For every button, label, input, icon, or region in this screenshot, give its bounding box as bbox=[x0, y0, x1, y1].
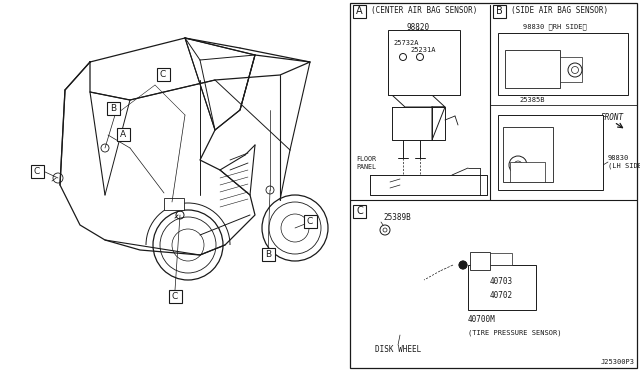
Bar bbox=[350, 3, 637, 368]
Text: 40702: 40702 bbox=[490, 291, 513, 299]
Text: 25385B: 25385B bbox=[519, 97, 545, 103]
Text: A: A bbox=[356, 6, 363, 16]
Text: 40703: 40703 bbox=[490, 278, 513, 286]
Bar bbox=[303, 215, 317, 228]
Bar bbox=[468, 265, 536, 310]
Text: FRONT: FRONT bbox=[600, 113, 623, 122]
Bar bbox=[493, 5, 506, 18]
Text: B: B bbox=[265, 250, 271, 259]
Bar bbox=[116, 128, 129, 141]
Bar bbox=[498, 33, 628, 95]
Bar bbox=[560, 57, 582, 82]
Text: (SIDE AIR BAG SENSOR): (SIDE AIR BAG SENSOR) bbox=[511, 6, 608, 15]
Text: B: B bbox=[496, 6, 503, 16]
Bar bbox=[168, 290, 182, 303]
Text: A: A bbox=[120, 130, 126, 139]
Bar bbox=[505, 50, 560, 88]
Bar bbox=[503, 127, 553, 182]
Text: B: B bbox=[110, 104, 116, 113]
Bar bbox=[490, 253, 512, 265]
Text: C: C bbox=[34, 167, 40, 176]
Circle shape bbox=[459, 261, 467, 269]
Text: J25300P3: J25300P3 bbox=[601, 359, 635, 365]
Bar bbox=[353, 5, 366, 18]
Text: C: C bbox=[172, 292, 178, 301]
Text: 25389B: 25389B bbox=[383, 214, 411, 222]
Bar bbox=[498, 115, 603, 190]
Text: 25231A: 25231A bbox=[410, 47, 435, 53]
Bar bbox=[164, 198, 184, 210]
Text: 25385B: 25385B bbox=[506, 139, 531, 145]
Text: DISK WHEEL: DISK WHEEL bbox=[375, 346, 421, 355]
Text: 98830 〈RH SIDE〉: 98830 〈RH SIDE〉 bbox=[523, 24, 587, 30]
Bar bbox=[388, 30, 460, 95]
Text: C: C bbox=[160, 70, 166, 79]
Text: FLOOR
PANEL: FLOOR PANEL bbox=[356, 156, 376, 170]
Bar bbox=[262, 248, 275, 261]
Text: C: C bbox=[307, 217, 313, 226]
Bar bbox=[510, 162, 545, 182]
Text: (CENTER AIR BAG SENSOR): (CENTER AIR BAG SENSOR) bbox=[371, 6, 477, 15]
Bar bbox=[157, 68, 170, 81]
Bar bbox=[31, 165, 44, 178]
Text: C: C bbox=[356, 206, 363, 217]
Bar bbox=[106, 102, 120, 115]
Text: 98820: 98820 bbox=[406, 23, 429, 32]
Text: 40700M: 40700M bbox=[468, 315, 496, 324]
Bar bbox=[353, 205, 366, 218]
Text: 98830
(LH SIDE): 98830 (LH SIDE) bbox=[608, 155, 640, 169]
Bar bbox=[470, 252, 490, 270]
Text: 25732A: 25732A bbox=[393, 40, 419, 46]
Text: (TIRE PRESSURE SENSOR): (TIRE PRESSURE SENSOR) bbox=[468, 330, 561, 336]
